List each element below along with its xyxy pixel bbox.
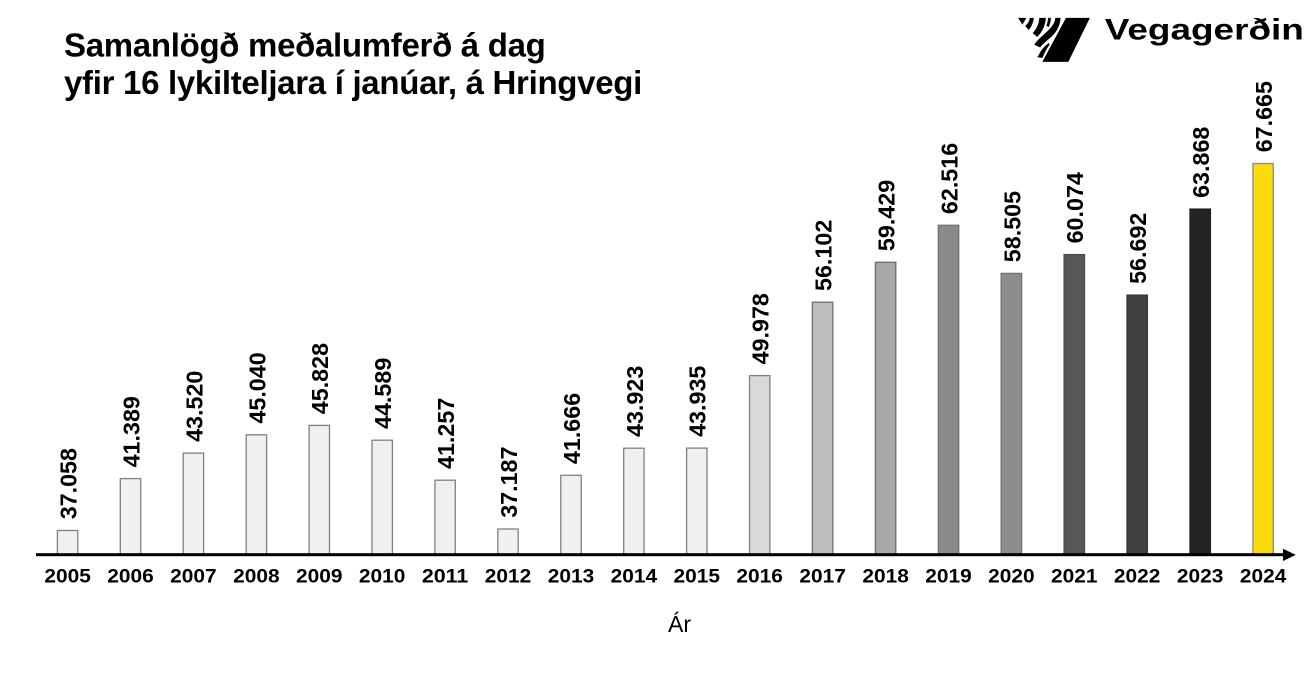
svg-text:2005: 2005 bbox=[44, 567, 91, 588]
svg-text:67.665: 67.665 bbox=[1251, 81, 1277, 152]
svg-text:yfir 16 lykilteljara í janúar,: yfir 16 lykilteljara í janúar, á Hringve… bbox=[64, 64, 642, 101]
svg-text:2015: 2015 bbox=[674, 567, 721, 588]
svg-text:2024: 2024 bbox=[1240, 567, 1287, 588]
svg-text:Vegagerðin: Vegagerðin bbox=[1105, 14, 1304, 47]
svg-text:2021: 2021 bbox=[1051, 567, 1098, 588]
svg-text:43.520: 43.520 bbox=[181, 371, 207, 442]
svg-text:2014: 2014 bbox=[611, 567, 658, 588]
svg-text:44.589: 44.589 bbox=[370, 358, 396, 429]
svg-text:Samanlögð meðalumferð á dag: Samanlögð meðalumferð á dag bbox=[64, 27, 546, 64]
svg-text:56.102: 56.102 bbox=[811, 220, 837, 291]
svg-text:2020: 2020 bbox=[988, 567, 1035, 588]
svg-text:41.389: 41.389 bbox=[118, 396, 144, 467]
svg-text:41.257: 41.257 bbox=[433, 398, 459, 469]
svg-text:2012: 2012 bbox=[485, 567, 532, 588]
svg-text:45.040: 45.040 bbox=[244, 352, 270, 423]
svg-text:63.868: 63.868 bbox=[1188, 127, 1214, 198]
svg-text:59.429: 59.429 bbox=[874, 180, 900, 251]
svg-text:2011: 2011 bbox=[422, 567, 469, 588]
svg-text:56.692: 56.692 bbox=[1125, 213, 1151, 284]
svg-text:41.666: 41.666 bbox=[559, 393, 585, 464]
svg-text:45.828: 45.828 bbox=[307, 343, 333, 414]
svg-text:2023: 2023 bbox=[1177, 567, 1224, 588]
svg-text:2016: 2016 bbox=[736, 567, 783, 588]
svg-text:2019: 2019 bbox=[925, 567, 972, 588]
svg-text:62.516: 62.516 bbox=[936, 143, 962, 214]
svg-text:2006: 2006 bbox=[107, 567, 154, 588]
svg-text:2010: 2010 bbox=[359, 567, 406, 588]
svg-text:2017: 2017 bbox=[799, 567, 846, 588]
svg-text:2013: 2013 bbox=[548, 567, 595, 588]
svg-text:2009: 2009 bbox=[296, 567, 343, 588]
svg-text:2018: 2018 bbox=[862, 567, 909, 588]
svg-text:2007: 2007 bbox=[170, 567, 217, 588]
svg-text:2008: 2008 bbox=[233, 567, 280, 588]
svg-text:60.074: 60.074 bbox=[1062, 172, 1088, 243]
svg-text:43.923: 43.923 bbox=[622, 366, 648, 437]
svg-text:58.505: 58.505 bbox=[999, 191, 1025, 262]
svg-text:43.935: 43.935 bbox=[685, 366, 711, 437]
svg-text:Ár: Ár bbox=[668, 611, 691, 637]
svg-text:37.187: 37.187 bbox=[496, 447, 522, 518]
svg-text:37.058: 37.058 bbox=[56, 448, 82, 519]
svg-text:49.978: 49.978 bbox=[748, 293, 774, 364]
svg-text:2022: 2022 bbox=[1114, 567, 1161, 588]
